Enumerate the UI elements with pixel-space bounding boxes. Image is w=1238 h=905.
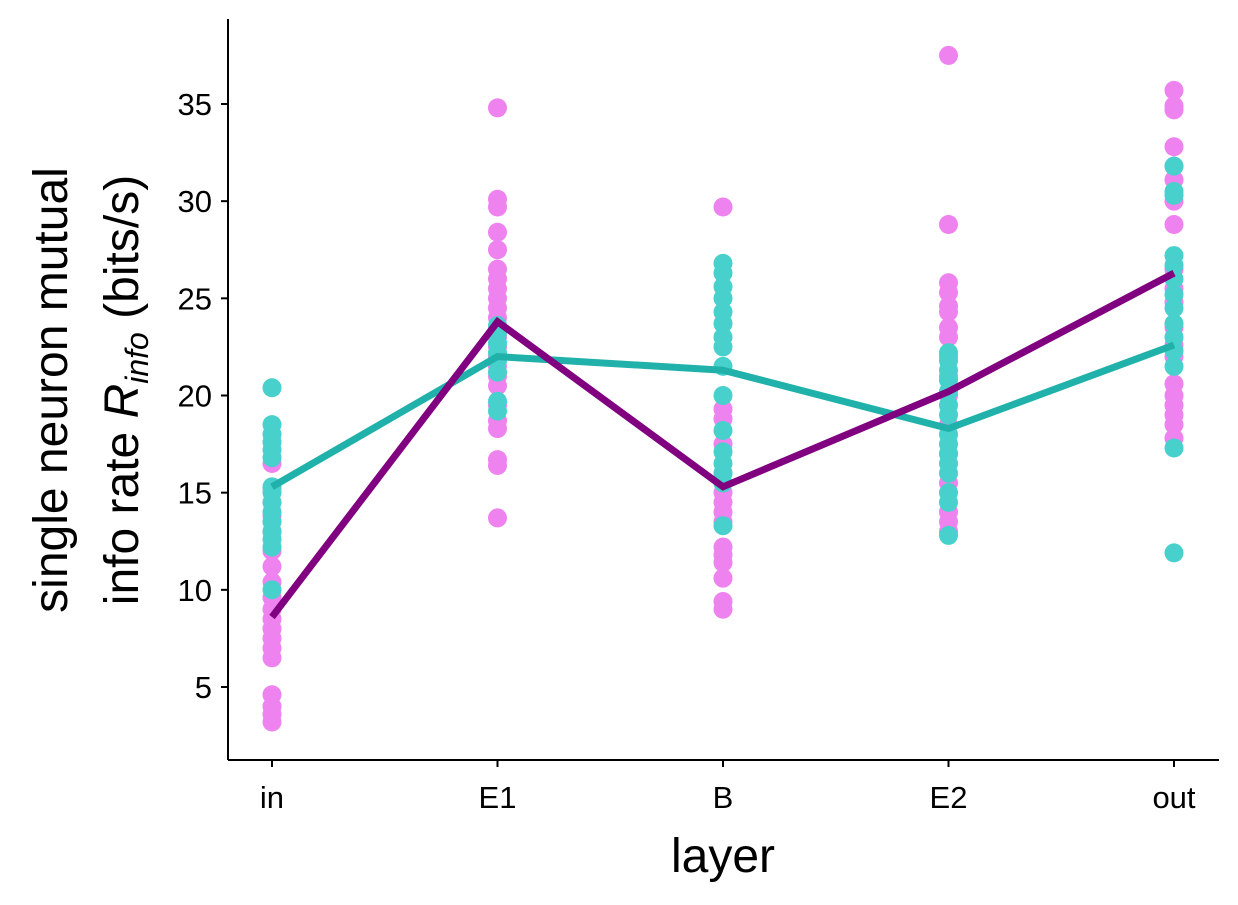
scatter-point <box>713 277 733 297</box>
points-layer <box>262 45 1184 732</box>
scatter-point <box>488 98 507 118</box>
y-axis-label-prefix: info rate <box>96 418 149 605</box>
scatter-point <box>488 391 507 411</box>
scatter-point <box>713 386 733 405</box>
scatter-point <box>488 240 507 260</box>
ticks-layer: 5 10 15 20 25 30 35 in E1 B E2 out <box>178 87 1196 815</box>
y-tick-label: 10 <box>178 573 212 608</box>
y-axis-label-suffix: (bits/s) <box>96 175 149 332</box>
mean-line <box>269 270 1176 620</box>
scatter-point <box>488 222 507 242</box>
scatter-point <box>1164 284 1184 304</box>
x-tick-label: E1 <box>479 780 517 815</box>
scatter-point <box>939 525 958 545</box>
mean-line <box>270 341 1176 490</box>
y-axis-label-line1: single neuron mutual <box>25 167 78 613</box>
x-tick-label: E2 <box>930 780 968 815</box>
scatter-point <box>488 259 507 279</box>
y-tick-label: 15 <box>178 476 212 511</box>
scatter-point <box>1164 246 1184 266</box>
scatter-point <box>262 415 282 435</box>
scatter-point <box>1164 96 1184 116</box>
scatter-point <box>939 483 958 503</box>
y-tick-label: 35 <box>178 87 212 122</box>
scatter-point <box>1164 181 1184 201</box>
scatter-point <box>1164 298 1184 318</box>
scatter-point <box>713 327 733 347</box>
scatter-point <box>713 568 733 588</box>
y-axis-label-line2: info rate Rinfo (bits/s) <box>96 175 155 605</box>
scatter-point <box>1164 438 1184 458</box>
scatter-point <box>713 302 733 322</box>
scatter-point <box>1164 137 1184 157</box>
scatter-point <box>713 420 733 440</box>
y-axis-label: single neuron mutual info rate Rinfo (bi… <box>25 167 155 613</box>
scatter-point <box>262 580 282 600</box>
y-tick-label: 5 <box>195 670 212 705</box>
mean-lines-layer <box>269 270 1176 620</box>
scatter-point <box>262 685 282 705</box>
scatter-point <box>1164 374 1184 394</box>
scatter-point <box>262 557 282 577</box>
scatter-point <box>1164 214 1184 234</box>
scatter-point <box>713 591 733 611</box>
scatter-point <box>1164 356 1184 376</box>
scatter-point <box>713 537 733 557</box>
scatter-point <box>488 189 507 209</box>
y-axis-label-symbol: R <box>96 384 149 419</box>
scatter-point <box>939 296 958 316</box>
scatter-point <box>939 343 958 363</box>
scatter-point <box>1164 80 1184 100</box>
scatter-point <box>262 378 282 398</box>
scatter-point <box>713 399 733 419</box>
scatter-point <box>1164 156 1184 176</box>
scatter-point <box>488 508 507 528</box>
x-tick-label: out <box>1152 780 1195 815</box>
scatter-point <box>939 395 958 415</box>
scatter-point <box>1164 314 1184 334</box>
scatter-point <box>713 442 733 462</box>
scatter-point <box>488 450 507 470</box>
y-tick-label: 25 <box>178 281 212 316</box>
x-axis-label: layer <box>671 830 775 883</box>
x-tick-label: in <box>260 780 284 815</box>
scatter-point <box>939 273 958 293</box>
y-tick-label: 20 <box>178 379 212 414</box>
scatter-point <box>939 214 958 234</box>
y-tick-label: 30 <box>178 184 212 219</box>
x-tick-label: B <box>713 780 734 815</box>
scatter-point <box>713 253 733 273</box>
scatter-point <box>1164 543 1184 563</box>
y-axis-label-subscript: info <box>119 332 155 384</box>
scatter-point <box>939 317 958 337</box>
scatter-point <box>713 516 733 536</box>
scatter-point <box>713 197 733 217</box>
scatter-point <box>939 45 958 65</box>
scatter-point <box>1164 327 1184 347</box>
